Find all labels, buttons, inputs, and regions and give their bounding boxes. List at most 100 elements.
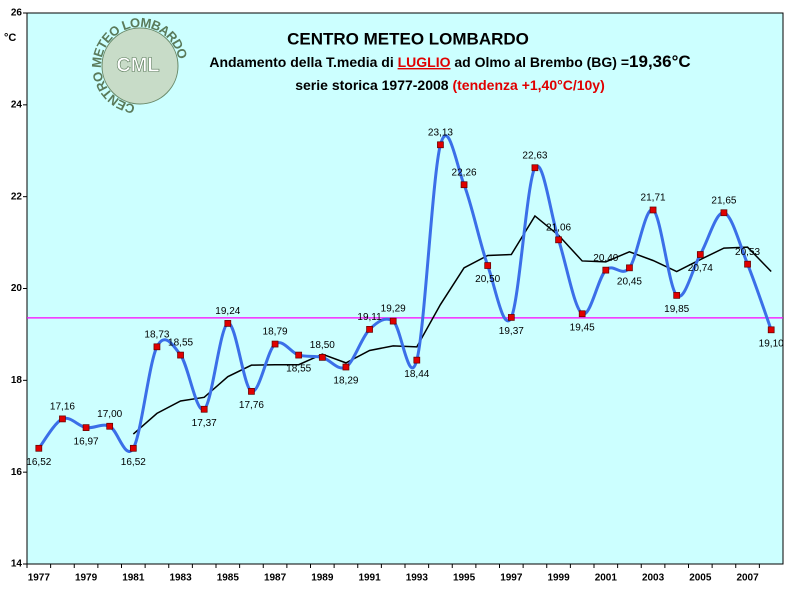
marker xyxy=(507,314,515,321)
data-label: 18,44 xyxy=(404,369,429,380)
logo-center: CML xyxy=(116,54,159,76)
marker xyxy=(767,326,775,334)
marker xyxy=(82,424,90,431)
marker xyxy=(460,181,468,189)
data-label: 19,85 xyxy=(664,304,689,315)
data-label: 17,16 xyxy=(50,402,75,413)
x-tick-label: 1977 xyxy=(28,573,51,584)
data-label: 22,26 xyxy=(452,167,477,178)
subtitle: Andamento della T.media di LUGLIO ad Olm… xyxy=(209,52,690,71)
x-tick-label: 1997 xyxy=(500,573,523,584)
marker xyxy=(389,317,397,325)
marker xyxy=(437,141,444,149)
x-tick-label: 1989 xyxy=(311,573,334,584)
marker xyxy=(673,292,681,299)
data-label: 16,52 xyxy=(26,457,51,468)
subtitle2-trend: (tendenza +1,40°C/10y) xyxy=(452,77,604,93)
data-label: 21,65 xyxy=(711,195,736,206)
x-tick-label: 1981 xyxy=(122,573,145,584)
y-tick-label: 24 xyxy=(11,99,23,110)
marker xyxy=(555,236,562,244)
marker xyxy=(248,388,255,395)
marker xyxy=(531,164,539,172)
marker xyxy=(35,444,43,452)
marker xyxy=(366,326,373,333)
x-tick-label: 1993 xyxy=(406,573,429,584)
data-label: 20,50 xyxy=(475,274,500,285)
subtitle-month: LUGLIO xyxy=(398,54,451,70)
y-tick-label: 20 xyxy=(11,283,23,294)
data-label: 16,52 xyxy=(121,457,146,468)
data-label: 16,97 xyxy=(74,436,99,447)
data-label: 21,71 xyxy=(641,193,666,204)
x-tick-label: 1999 xyxy=(547,573,570,584)
data-label: 17,37 xyxy=(192,418,217,429)
marker xyxy=(413,356,421,364)
x-tick-label: 1979 xyxy=(75,573,98,584)
marker xyxy=(153,343,161,351)
x-tick-label: 2001 xyxy=(595,573,618,584)
marker xyxy=(342,363,350,371)
plot-area xyxy=(26,12,784,565)
x-tick-label: 1985 xyxy=(217,573,240,584)
y-tick-label: 18 xyxy=(11,375,23,386)
data-label: 22,63 xyxy=(522,150,547,161)
data-label: 20,40 xyxy=(593,253,618,264)
marker xyxy=(200,405,208,413)
data-label: 20,53 xyxy=(735,247,760,258)
temperature-line xyxy=(37,134,773,453)
marker xyxy=(106,422,114,430)
y-tick-label: 16 xyxy=(11,467,23,478)
y-tick-label: 14 xyxy=(11,559,23,570)
data-label: 23,13 xyxy=(428,127,453,138)
chart-title: CENTRO METEO LOMBARDO xyxy=(287,29,529,48)
subtitle-mean: 19,36°C xyxy=(629,52,691,71)
marker xyxy=(295,351,303,359)
data-label: 19,11 xyxy=(357,312,382,323)
data-label: 20,74 xyxy=(688,263,713,274)
data-label: 19,37 xyxy=(499,326,524,337)
marker xyxy=(224,320,232,327)
data-label: 17,76 xyxy=(239,400,264,411)
data-label: 18,55 xyxy=(168,338,193,349)
marker xyxy=(578,310,586,318)
marker xyxy=(129,444,137,452)
subtitle2: serie storica 1977-2008 (tendenza +1,40°… xyxy=(295,77,605,93)
marker xyxy=(59,415,66,423)
x-tick-label: 1983 xyxy=(169,573,192,584)
data-label: 19,29 xyxy=(381,304,406,315)
marker xyxy=(696,251,704,258)
data-label: 21,06 xyxy=(546,222,571,233)
x-tick-label: 1987 xyxy=(264,573,287,584)
marker xyxy=(177,351,184,359)
marker xyxy=(484,262,492,269)
x-tick-label: 2003 xyxy=(642,573,665,584)
data-label: 18,55 xyxy=(286,364,311,375)
marker xyxy=(626,264,633,272)
data-label: 18,50 xyxy=(310,340,335,351)
subtitle-part: ad Olmo al Brembo (BG) = xyxy=(451,54,630,70)
y-tick-label: 26 xyxy=(11,8,23,19)
data-label: 17,00 xyxy=(97,409,122,420)
marker xyxy=(744,260,751,268)
data-label: 20,45 xyxy=(617,276,642,287)
marker xyxy=(318,354,326,361)
subtitle-part: Andamento della T.media di xyxy=(209,54,397,70)
x-tick-label: 2007 xyxy=(736,573,759,584)
moving-average-line xyxy=(132,214,772,435)
data-label: 19,45 xyxy=(570,322,595,333)
x-tick-label: 2005 xyxy=(689,573,712,584)
y-unit: °C xyxy=(4,32,16,44)
marker xyxy=(720,209,728,217)
marker xyxy=(649,206,657,214)
marker xyxy=(602,266,610,274)
data-label: 19,10 xyxy=(759,338,784,349)
y-tick-label: 22 xyxy=(11,191,23,202)
data-label: 19,24 xyxy=(215,306,240,317)
data-label: 18,79 xyxy=(263,327,288,338)
subtitle2-part: serie storica 1977-2008 xyxy=(295,77,452,93)
x-tick-label: 1991 xyxy=(358,573,381,584)
logo-circle xyxy=(101,27,179,105)
x-tick-label: 1995 xyxy=(453,573,476,584)
